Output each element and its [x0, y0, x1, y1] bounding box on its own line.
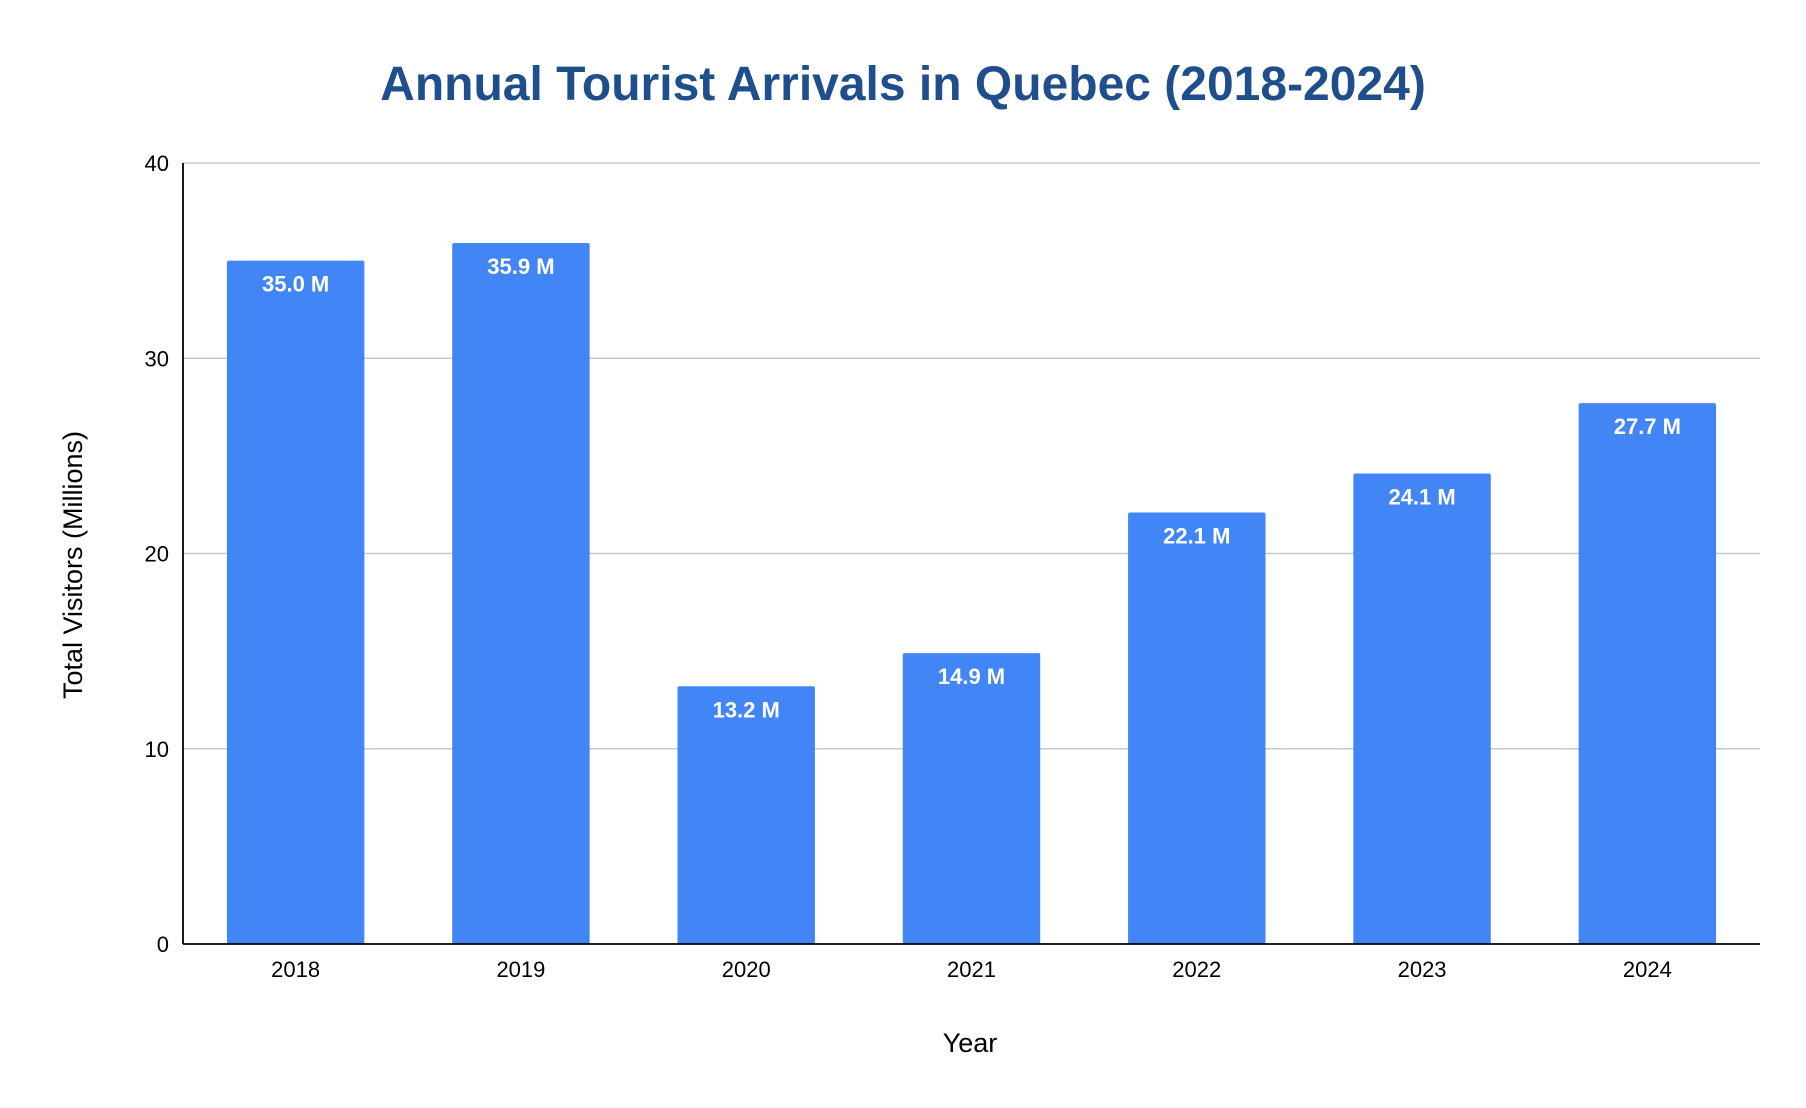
y-tick-label: 10: [145, 737, 169, 762]
data-label-2021: 14.9 M: [938, 664, 1005, 689]
x-tick-label-2018: 2018: [271, 957, 320, 982]
x-tick-label-2022: 2022: [1172, 957, 1221, 982]
bar-2021: [902, 653, 1041, 944]
bar-2020: [677, 686, 815, 944]
x-tick-label-2023: 2023: [1398, 957, 1447, 982]
bar-2018: [226, 260, 365, 944]
bar-2022: [1128, 512, 1266, 944]
bar-data-labels: 35.0 M 35.9 M 13.2 M 14.9 M 22.1 M 24.1 M 27.7…: [262, 254, 1681, 722]
data-label-2022: 22.1 M: [1163, 523, 1230, 548]
y-tick-label: 0: [157, 932, 169, 957]
bars: [226, 243, 1717, 945]
y-axis-title: Total Visitors (Millions): [58, 431, 88, 699]
bar-2024: [1578, 403, 1717, 945]
data-label-2019: 35.9 M: [487, 254, 554, 279]
x-axis-tick-labels: 2018 2019 2020 2021 2022 2023 2024: [271, 957, 1672, 982]
y-tick-label: 30: [145, 346, 169, 371]
chart-title: Annual Tourist Arrivals in Quebec (2018-…: [380, 58, 1426, 111]
y-tick-label: 40: [145, 151, 169, 176]
x-tick-label-2020: 2020: [722, 957, 771, 982]
data-label-2023: 24.1 M: [1388, 484, 1455, 509]
bar-2023: [1353, 473, 1491, 944]
x-tick-label-2024: 2024: [1623, 957, 1672, 982]
x-axis-title: Year: [943, 1028, 998, 1058]
data-label-2020: 13.2 M: [713, 697, 780, 722]
y-axis-tick-labels: 0 10 20 30 40: [145, 151, 169, 957]
x-tick-label-2019: 2019: [496, 957, 545, 982]
y-tick-label: 20: [145, 542, 169, 567]
x-tick-label-2021: 2021: [947, 957, 996, 982]
data-label-2018: 35.0 M: [262, 272, 329, 297]
data-label-2024: 27.7 M: [1614, 414, 1681, 439]
bar-2019: [452, 243, 590, 945]
